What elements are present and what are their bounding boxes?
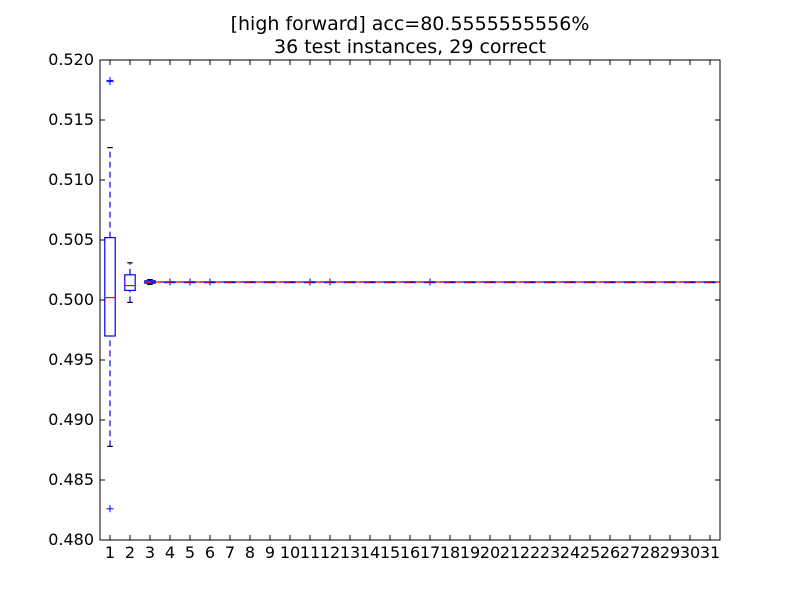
x-tick-label: 21 xyxy=(500,543,520,562)
x-tick-label: 11 xyxy=(300,543,320,562)
x-tick-label: 28 xyxy=(640,543,660,562)
chart-title: [high forward] acc=80.5555555556% xyxy=(230,13,590,35)
x-tick-label: 10 xyxy=(280,543,300,562)
x-tick-label: 13 xyxy=(340,543,360,562)
x-tick-label: 5 xyxy=(185,543,195,562)
y-tick-label: 0.485 xyxy=(48,470,94,489)
x-tick-label: 24 xyxy=(560,543,580,562)
plot-frame xyxy=(99,59,721,541)
y-tick-label: 0.505 xyxy=(48,230,94,249)
x-tick-label: 31 xyxy=(700,543,720,562)
y-tick-label: 0.520 xyxy=(48,50,94,69)
box-2 xyxy=(124,262,136,303)
flier-point xyxy=(106,76,114,84)
box-body xyxy=(124,274,136,291)
x-tick-label: 20 xyxy=(480,543,500,562)
plot-marks xyxy=(104,76,720,513)
x-tick-label: 30 xyxy=(680,543,700,562)
x-tick-label: 19 xyxy=(460,543,480,562)
x-tick-label: 29 xyxy=(660,543,680,562)
x-tick-label: 3 xyxy=(145,543,155,562)
x-tick-label: 9 xyxy=(265,543,275,562)
x-tick-label: 26 xyxy=(600,543,620,562)
chart-subtitle: 36 test instances, 29 correct xyxy=(274,36,546,58)
x-tick-label: 7 xyxy=(225,543,235,562)
y-tick-label: 0.515 xyxy=(48,110,94,129)
x-tick-label: 6 xyxy=(205,543,215,562)
x-tick-label: 22 xyxy=(520,543,540,562)
x-tick-label: 17 xyxy=(420,543,440,562)
x-tick-label: 25 xyxy=(580,543,600,562)
x-tick-label: 2 xyxy=(125,543,135,562)
x-tick-label: 8 xyxy=(245,543,255,562)
x-tick-label: 23 xyxy=(540,543,560,562)
flier-point xyxy=(106,505,114,513)
y-tick-label: 0.495 xyxy=(48,350,94,369)
x-tick-label: 4 xyxy=(165,543,175,562)
x-tick-label: 18 xyxy=(440,543,460,562)
y-tick-label: 0.500 xyxy=(48,290,94,309)
x-tick-label: 27 xyxy=(620,543,640,562)
y-tick-label: 0.490 xyxy=(48,410,94,429)
axes: 0.480 0.485 0.490 0.495 0.500 0.505 0.510 0.515… xyxy=(48,50,720,562)
x-tick-label: 12 xyxy=(320,543,340,562)
x-tick-label: 1 xyxy=(105,543,115,562)
y-tick-label: 0.480 xyxy=(48,530,94,549)
box-1 xyxy=(104,76,116,513)
box-body xyxy=(104,237,116,337)
x-tick-label: 14 xyxy=(360,543,380,562)
y-tick-label: 0.510 xyxy=(48,170,94,189)
x-tick-label: 15 xyxy=(380,543,400,562)
x-tick-label: 16 xyxy=(400,543,420,562)
